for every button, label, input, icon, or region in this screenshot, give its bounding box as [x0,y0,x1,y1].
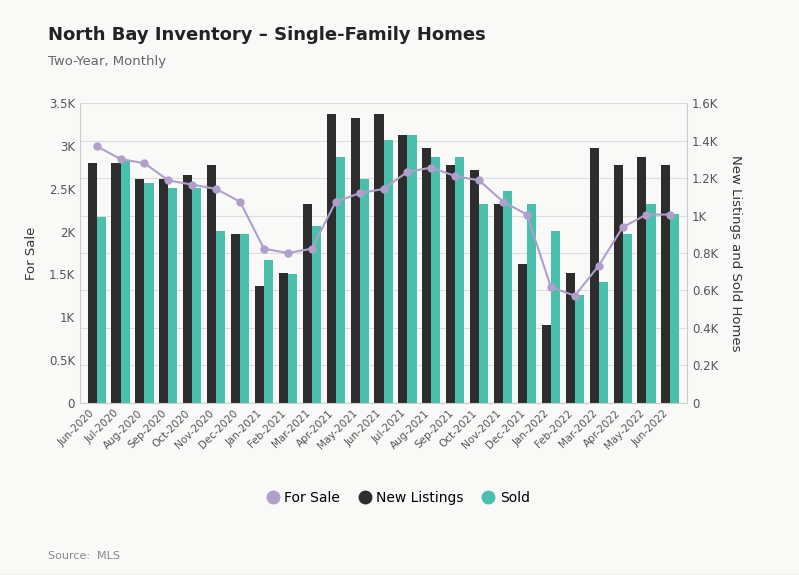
Bar [375,114,384,402]
Bar [646,204,656,402]
Bar [255,286,264,402]
Bar [207,165,217,402]
Bar [622,235,632,402]
Bar [231,235,240,402]
Bar [470,170,479,402]
Bar [446,165,455,402]
Bar [111,163,121,402]
Text: North Bay Inventory – Single-Family Homes: North Bay Inventory – Single-Family Home… [48,26,486,44]
Bar [240,235,249,402]
Bar [422,148,431,402]
Bar [479,204,488,402]
Bar [670,214,679,402]
Bar [527,204,536,402]
Y-axis label: New Listings and Sold Homes: New Listings and Sold Homes [729,155,742,351]
Bar [455,157,464,402]
Bar [264,260,273,402]
Bar [542,325,551,402]
Bar [574,295,584,402]
Bar [145,183,153,402]
Bar [351,118,360,402]
Bar [159,179,169,402]
Bar [135,179,145,402]
Text: Source:  MLS: Source: MLS [48,551,120,561]
Bar [638,157,646,402]
Bar [494,204,503,402]
Bar [303,204,312,402]
Bar [407,135,416,402]
Bar [97,217,105,402]
Bar [312,226,321,402]
Bar [336,157,345,402]
Bar [360,179,368,402]
Legend: For Sale, New Listings, Sold: For Sale, New Listings, Sold [264,485,535,511]
Bar [169,187,177,402]
Bar [503,191,512,402]
Bar [551,231,560,402]
Bar [662,165,670,402]
Bar [518,264,527,402]
Text: Two-Year, Monthly: Two-Year, Monthly [48,55,166,68]
Bar [384,140,392,402]
Bar [217,231,225,402]
Bar [279,273,288,402]
Bar [121,162,129,402]
Bar [193,187,201,402]
Bar [399,135,407,402]
Bar [598,282,608,402]
Bar [566,273,574,402]
Bar [614,165,622,402]
Bar [183,174,193,402]
Bar [88,163,97,402]
Bar [288,274,297,402]
Bar [327,114,336,402]
Y-axis label: For Sale: For Sale [25,227,38,279]
Bar [590,148,598,402]
Bar [431,157,440,402]
